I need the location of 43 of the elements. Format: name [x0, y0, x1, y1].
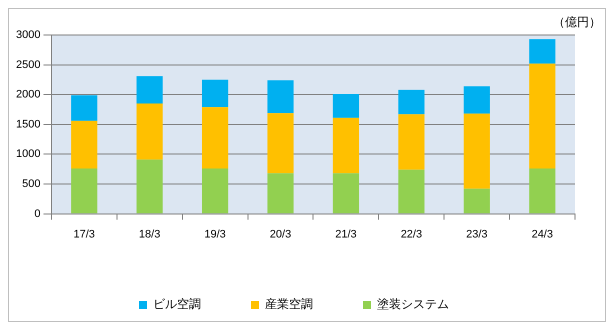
x-tick-label: 24/3: [532, 228, 553, 240]
x-tick-label: 22/3: [400, 228, 422, 240]
bar: [398, 114, 424, 170]
bar: [267, 80, 294, 114]
x-tick-label: 17/3: [73, 228, 95, 240]
y-tick-label: 2500: [16, 58, 40, 71]
bar: [332, 118, 360, 174]
legend-label: 産業空調: [265, 297, 313, 312]
bar: [202, 80, 228, 108]
bar: [71, 168, 98, 214]
bar: [332, 173, 360, 214]
y-tick-label: 1500: [16, 118, 40, 130]
y-tick-label: 1000: [16, 148, 40, 160]
bar: [71, 95, 98, 121]
bar: [464, 188, 490, 214]
bar: [71, 120, 98, 169]
x-tick-label: 23/3: [466, 228, 488, 240]
legend-label: 塗装システム: [377, 297, 449, 312]
bar: [529, 168, 556, 214]
bar: [267, 113, 294, 174]
bar: [398, 90, 424, 114]
y-tick-label: 500: [22, 178, 40, 190]
bar: [136, 76, 163, 104]
x-tick-label: 21/3: [335, 228, 357, 240]
bar: [529, 64, 556, 169]
bar: [464, 114, 490, 189]
bar: [202, 107, 228, 169]
y-tick-label: 3000: [16, 29, 40, 42]
bar: [267, 173, 294, 214]
bar: [136, 160, 163, 214]
y-tick-label: 0: [34, 208, 40, 220]
x-tick-label: 18/3: [138, 228, 160, 240]
bar: [529, 39, 556, 64]
y-axis-title: （億円）: [553, 15, 601, 30]
x-tick-label: 19/3: [204, 228, 226, 240]
bar: [332, 94, 360, 118]
bar: [136, 104, 163, 160]
legend-label: ビル空調: [153, 297, 201, 312]
bar: [464, 86, 490, 114]
x-tick-label: 20/3: [270, 228, 292, 240]
y-tick-label: 2000: [16, 88, 40, 101]
bar: [398, 170, 424, 214]
bar: [202, 168, 228, 214]
